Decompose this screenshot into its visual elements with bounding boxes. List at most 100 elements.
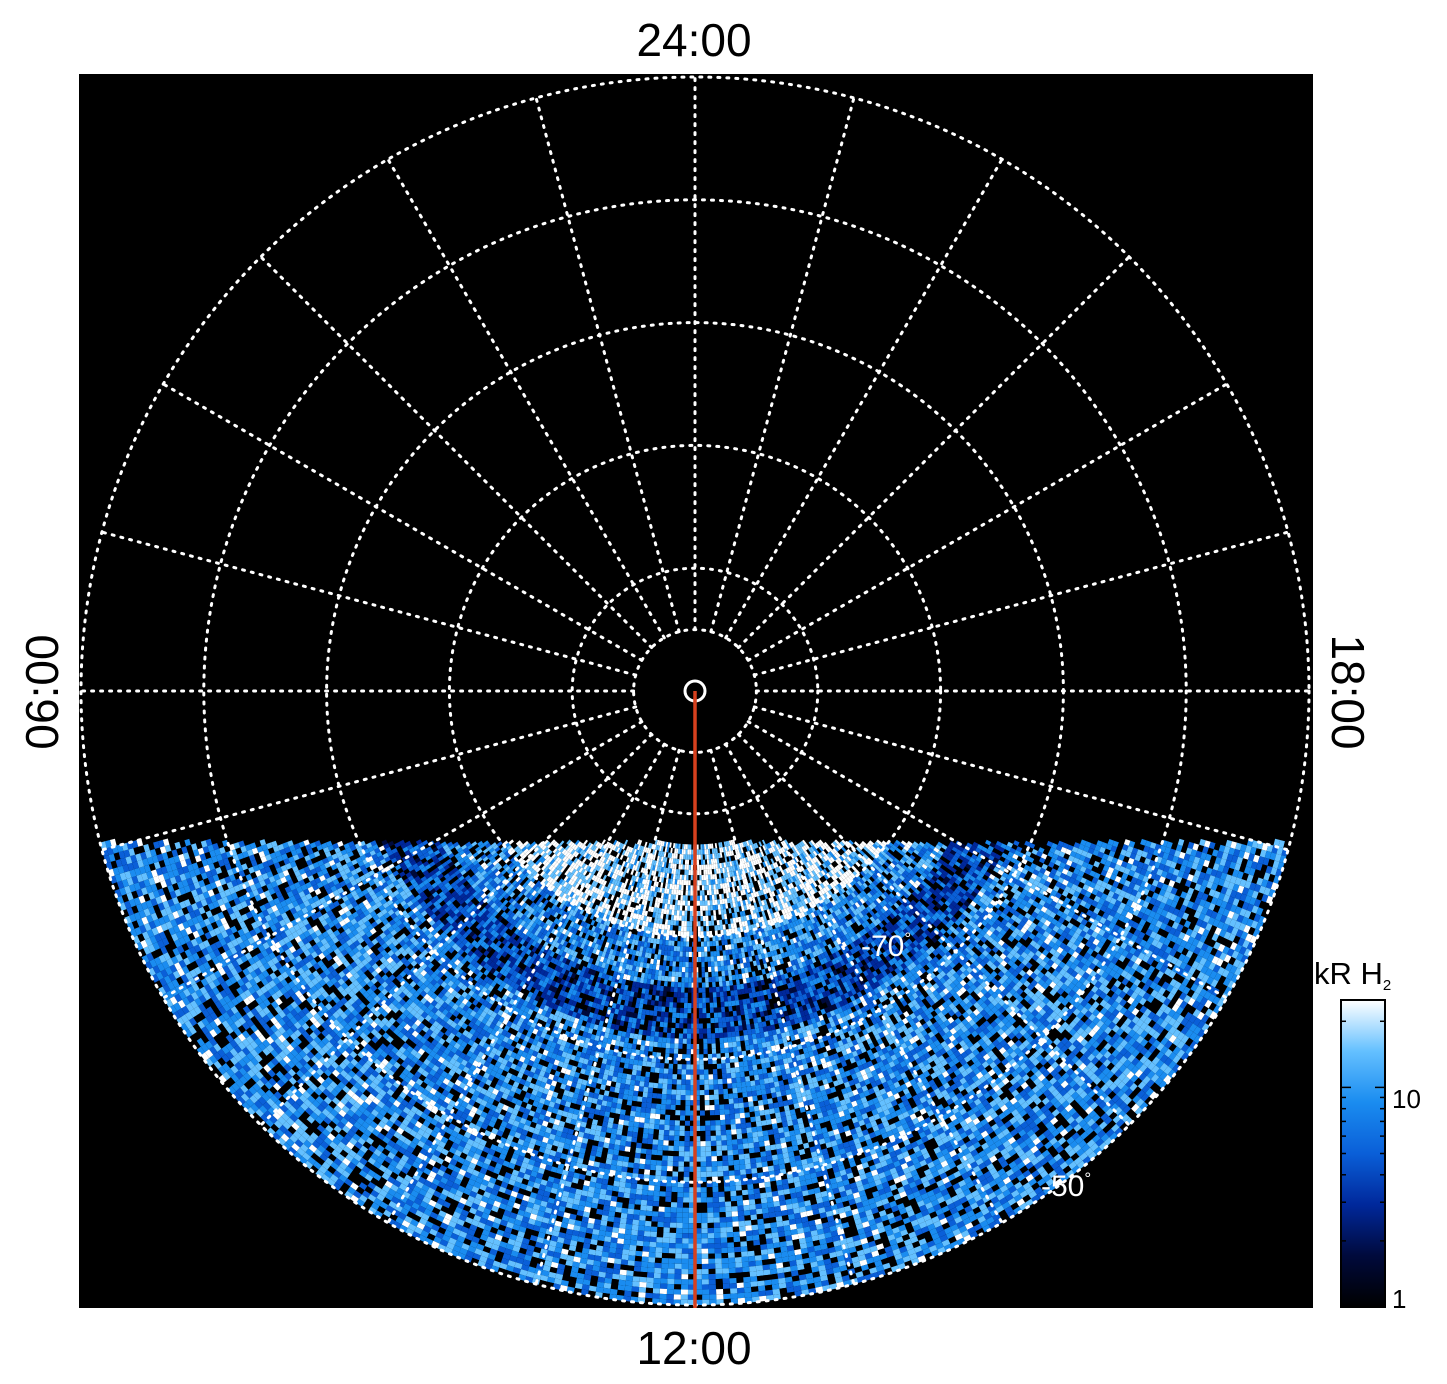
emission-cell: [709, 1002, 714, 1008]
emission-cell: [716, 991, 721, 998]
emission-cell: [687, 900, 691, 906]
emission-cell: [607, 876, 612, 883]
emission-cell: [783, 874, 788, 881]
emission-cell: [636, 887, 641, 894]
emission-cell: [722, 857, 726, 863]
emission-cell: [575, 871, 581, 878]
emission-cell: [676, 879, 680, 885]
emission-cell: [787, 872, 792, 879]
emission-cell: [730, 866, 734, 872]
emission-cell: [797, 848, 803, 855]
emission-cell: [561, 861, 567, 868]
emission-cell: [628, 874, 633, 880]
emission-cell: [771, 846, 776, 852]
emission-cell: [698, 854, 701, 860]
emission-cell: [758, 841, 763, 847]
emission-cell: [718, 1017, 723, 1023]
emission-cell: [768, 891, 773, 898]
emission-cell: [816, 860, 822, 866]
emission-cell: [725, 872, 728, 878]
emission-cell: [569, 854, 575, 861]
emission-cell: [672, 873, 676, 880]
emission-cell: [565, 851, 571, 858]
emission-cell: [656, 1016, 661, 1022]
emission-cell: [572, 850, 578, 857]
emission-cell: [718, 971, 722, 977]
emission-cell: [568, 847, 574, 854]
emission-cell: [713, 910, 716, 916]
emission-cell: [624, 878, 629, 884]
emission-cell: [708, 977, 712, 983]
emission-cell: [617, 859, 622, 865]
emission-cell: [835, 851, 841, 858]
emission-cell: [686, 921, 690, 927]
emission-cell: [844, 850, 851, 856]
emission-cell: [625, 845, 630, 852]
emission-cell: [799, 847, 805, 854]
emission-cell: [823, 841, 829, 848]
emission-cell: [706, 941, 710, 947]
emission-cell: [664, 898, 669, 905]
emission-cell: [702, 992, 706, 998]
emission-cell: [789, 871, 794, 878]
emission-cell: [835, 859, 841, 865]
emission-cell: [600, 879, 605, 885]
emission-cell: [627, 857, 632, 864]
emission-cell: [706, 879, 709, 886]
emission-cell: [671, 842, 674, 849]
emission-cell: [668, 940, 672, 946]
emission-cell: [699, 900, 703, 906]
emission-cell: [766, 871, 771, 877]
emission-cell: [689, 905, 693, 911]
emission-cell: [704, 854, 707, 860]
emission-cell: [660, 1016, 665, 1023]
emission-cell: [675, 874, 678, 880]
emission-cell: [806, 842, 812, 848]
emission-cell: [610, 849, 615, 856]
emission-cell: [654, 902, 658, 908]
emission-cell: [756, 858, 761, 864]
emission-cell: [611, 850, 617, 857]
emission-cell: [772, 874, 777, 880]
emission-cell: [785, 868, 790, 874]
emission-cell: [653, 881, 657, 887]
emission-cell: [815, 867, 821, 873]
emission-cell: [613, 879, 618, 886]
emission-cell: [687, 1008, 692, 1014]
emission-cell: [710, 853, 713, 860]
emission-cell: [632, 864, 636, 871]
emission-cell: [686, 931, 690, 937]
emission-cell: [834, 846, 840, 852]
emission-cell: [645, 874, 649, 880]
emission-cell: [710, 1012, 715, 1019]
emission-cell: [746, 893, 750, 900]
emission-cell: [664, 1011, 669, 1018]
emission-cell: [624, 839, 629, 846]
emission-cell: [764, 888, 769, 894]
emission-cell: [719, 878, 723, 884]
emission-cell: [712, 843, 716, 849]
emission-cell: [705, 997, 710, 1003]
emission-cell: [613, 868, 618, 875]
emission-cell: [611, 867, 616, 874]
emission-cell: [662, 846, 666, 852]
emission-cell: [736, 896, 740, 902]
emission-cell: [770, 869, 775, 875]
emission-cell: [655, 990, 660, 996]
emission-cell: [680, 997, 685, 1003]
emission-cell: [629, 852, 634, 859]
emission-cell: [644, 889, 648, 896]
emission-cell: [823, 861, 829, 868]
emission-cell: [701, 982, 706, 988]
emission-cell: [741, 858, 745, 864]
emission-cell: [690, 875, 693, 881]
emission-cell: [724, 898, 728, 904]
emission-cell: [774, 884, 779, 891]
emission-cell: [657, 882, 662, 888]
emission-cell: [674, 858, 678, 864]
emission-cell: [683, 874, 687, 881]
emission-cell: [741, 852, 746, 859]
emission-cell: [730, 855, 734, 862]
emission-cell: [819, 864, 825, 871]
emission-cell: [674, 971, 679, 977]
